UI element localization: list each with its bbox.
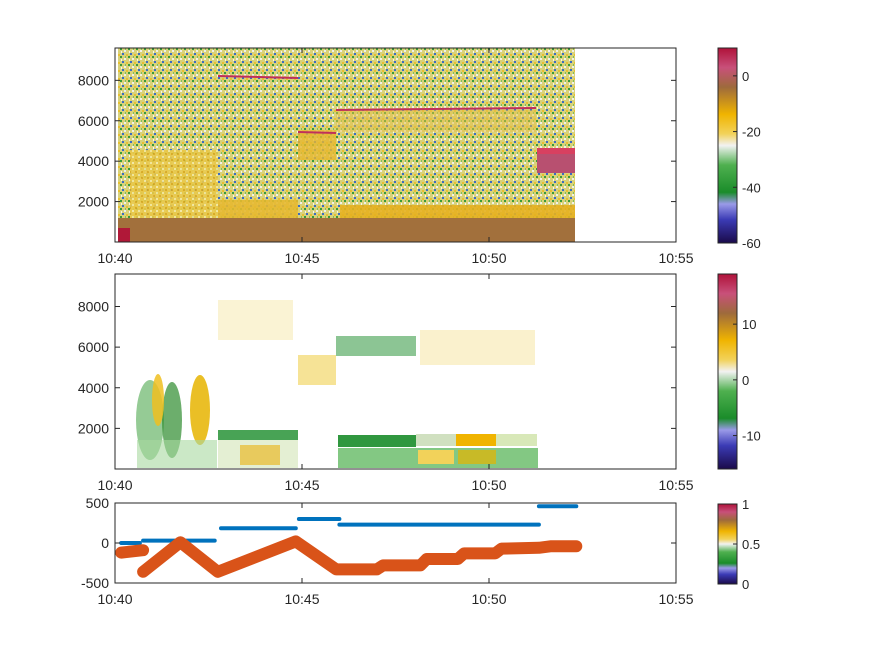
colorbar-gradient — [718, 504, 737, 584]
plot-frame — [114, 47, 677, 243]
colorbar-tick-label: -60 — [742, 236, 761, 251]
x-tick-label: 10:45 — [284, 477, 319, 493]
colorbar-tick-label: 0.5 — [742, 537, 760, 552]
colorbar-frame — [717, 273, 738, 470]
colorbar-tick-label: -10 — [742, 429, 761, 444]
colorbar-tick-label: -20 — [742, 125, 761, 140]
colorbar-tick-label: 1 — [742, 497, 749, 512]
colorbar-frame — [717, 47, 738, 244]
y-tick-label: 2000 — [78, 420, 109, 436]
y-tick-label: 2000 — [78, 194, 109, 210]
series-layer — [115, 504, 583, 578]
y-tick-label: 4000 — [78, 153, 109, 169]
x-tick-label: 10:45 — [284, 591, 319, 607]
y-tick-label: -500 — [81, 575, 109, 591]
colorbar-tick-label: 10 — [742, 317, 756, 332]
y-axis: 2000 4000 6000 8000 — [78, 299, 676, 436]
spectrogram-image — [118, 48, 575, 242]
y-tick-label: 500 — [86, 495, 110, 511]
orange-series-line — [137, 535, 583, 578]
y-tick-label: 6000 — [78, 113, 109, 129]
y-tick-label: 8000 — [78, 72, 109, 88]
colorbar-tick-label: -40 — [742, 180, 761, 195]
colorbar: 10 0 -10 — [717, 273, 761, 470]
colorbar-gradient — [718, 48, 737, 243]
y-axis: 2000 4000 6000 8000 — [78, 72, 676, 210]
y-axis: 500 0 -500 — [81, 495, 676, 591]
colorbar-gradient — [718, 274, 737, 469]
top-panel: 2000 4000 6000 8000 10:40 10:45 10:50 10:55 0 -… — [78, 47, 761, 266]
x-axis: 10:40 10:45 10:50 10:55 — [97, 503, 694, 607]
x-tick-label: 10:55 — [658, 250, 693, 266]
plot-frame — [114, 273, 677, 470]
y-tick-label: 4000 — [78, 380, 109, 396]
y-tick-label: 0 — [101, 535, 109, 551]
orange-series-line — [115, 544, 150, 559]
middle-panel: 2000 4000 6000 8000 10:40 10:45 10:50 10:55 10… — [78, 273, 761, 493]
colorbar: 0 -20 -40 -60 — [717, 47, 761, 251]
x-tick-label: 10:50 — [471, 250, 506, 266]
colorbar-tick-label: 0 — [742, 69, 749, 84]
x-axis: 10:40 10:45 10:50 10:55 — [97, 274, 694, 493]
x-tick-label: 10:55 — [658, 591, 693, 607]
x-tick-label: 10:50 — [471, 477, 506, 493]
colorbar-tick-label: 0 — [742, 577, 749, 592]
x-tick-label: 10:40 — [97, 591, 132, 607]
y-tick-label: 6000 — [78, 339, 109, 355]
colorbar: 10.50 — [717, 497, 760, 592]
y-tick-label: 8000 — [78, 299, 109, 315]
colorbar-tick-label: 0 — [742, 373, 749, 388]
x-tick-label: 10:50 — [471, 591, 506, 607]
x-tick-label: 10:55 — [658, 477, 693, 493]
x-tick-label: 10:45 — [284, 250, 319, 266]
spectrogram-image — [136, 300, 538, 468]
x-tick-label: 10:40 — [97, 250, 132, 266]
x-axis: 10:40 10:45 10:50 10:55 — [97, 48, 694, 266]
x-tick-label: 10:40 — [97, 477, 132, 493]
